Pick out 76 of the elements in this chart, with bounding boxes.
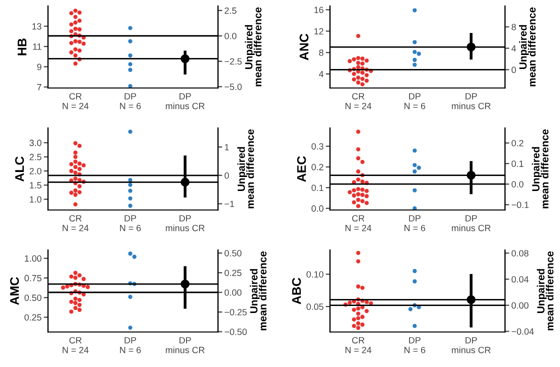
y-tick-label: 11 xyxy=(33,44,42,50)
x-tick-label: DP N = 6 xyxy=(404,93,426,110)
y-tick-label: 1.0 xyxy=(30,196,42,203)
y2-axis-title: Unpaired mean difference xyxy=(536,251,554,330)
y2-axis-title: Unpaired mean difference xyxy=(519,7,536,86)
y2-tick-label: 0.50 xyxy=(224,250,242,256)
y-tick-label: 8 xyxy=(319,50,324,56)
y-tick-label: 16 xyxy=(314,6,324,14)
y-tick-label: 0.2 xyxy=(312,164,324,170)
y2-tick-label: 1 xyxy=(224,144,229,150)
x-tick-label: DP minus CR xyxy=(452,337,491,354)
y2-tick-label: 2.5 xyxy=(224,7,236,14)
y-tick-label: 13 xyxy=(32,23,42,30)
x-tick-label: DP N = 6 xyxy=(120,337,141,354)
x-tick-label: CR N = 24 xyxy=(346,215,372,232)
y2-tick-label: −0.04 xyxy=(512,328,534,335)
y-tick-label: 0.25 xyxy=(24,314,42,321)
x-tick-label: DP N = 6 xyxy=(404,215,426,232)
y-tick-label: 2.5 xyxy=(30,154,42,160)
y2-axis-title: Unpaired mean difference xyxy=(244,7,262,86)
y2-tick-label: −0.50 xyxy=(224,328,247,336)
y-tick-label: 7 xyxy=(37,84,42,90)
y2-tick-label: 0.08 xyxy=(512,250,528,256)
y2-axis-title: Unpaired mean difference xyxy=(532,129,548,208)
y-tick-label: 0.1 xyxy=(312,184,324,191)
y-axis-title: ANC xyxy=(300,34,308,60)
y2-tick-label: 0 xyxy=(224,172,229,179)
x-tick-label: DP minus CR xyxy=(452,215,491,232)
y-tick-label: 4 xyxy=(318,70,324,78)
y-tick-label: 0.50 xyxy=(24,294,42,301)
y-axis-title: AEC xyxy=(297,156,306,182)
y2-tick-label: 0.2 xyxy=(512,140,524,146)
y2-tick-label: 0.0 xyxy=(224,32,236,40)
x-tick-label: DP minus CR xyxy=(166,93,204,110)
y2-tick-label: 4 xyxy=(511,45,516,52)
x-tick-label: DP minus CR xyxy=(452,93,491,110)
y2-tick-label: 0.0 xyxy=(512,181,524,188)
y-tick-label: 3.0 xyxy=(30,140,42,146)
x-tick-label: DP N = 6 xyxy=(404,337,426,354)
y-tick-label: 0.3 xyxy=(312,143,324,150)
y-tick-label: 0.75 xyxy=(24,274,42,282)
y2-tick-label: −1 xyxy=(224,200,234,208)
y2-axis-title: Unpaired mean difference xyxy=(237,129,254,208)
y2-tick-label: −5.0 xyxy=(224,84,242,90)
y-tick-label: 0.10 xyxy=(306,271,324,278)
y-tick-label: 9 xyxy=(37,64,42,70)
y-tick-label: 0.05 xyxy=(306,304,324,310)
x-tick-label: CR N = 24 xyxy=(62,337,89,354)
x-tick-label: CR N = 24 xyxy=(346,93,372,110)
x-tick-label: CR N = 24 xyxy=(346,337,372,354)
y2-tick-label: 0.04 xyxy=(512,276,529,283)
y-axis-title: AMC xyxy=(10,277,19,305)
y2-tick-label: 0.00 xyxy=(224,289,242,296)
x-tick-label: DP N = 6 xyxy=(120,215,141,232)
y-tick-label: 0.0 xyxy=(312,205,324,212)
y2-axis-title: Unpaired mean difference xyxy=(250,251,266,330)
y2-tick-label: 0.1 xyxy=(512,160,524,167)
y2-tick-label: −0.25 xyxy=(224,309,247,316)
y-tick-label: 1.5 xyxy=(30,182,42,188)
y-axis-title: ABC xyxy=(292,278,301,304)
y-tick-label: 2.0 xyxy=(30,168,42,174)
x-tick-label: DP minus CR xyxy=(166,337,204,354)
y2-tick-label: 8 xyxy=(512,24,516,30)
y-tick-label: 1.00 xyxy=(24,255,42,262)
y2-tick-label: −0.1 xyxy=(512,202,529,208)
y-tick-label: 12 xyxy=(314,28,324,34)
y-axis-title: HB xyxy=(18,38,26,56)
x-tick-label: DP N = 6 xyxy=(120,93,141,110)
y2-tick-label: −2.5 xyxy=(224,58,242,65)
y2-tick-label: 0.25 xyxy=(224,270,242,276)
x-tick-label: DP minus CR xyxy=(166,215,204,232)
y2-tick-label: 0.00 xyxy=(512,302,528,309)
y-axis-title: ALC xyxy=(15,156,24,182)
x-tick-label: CR N = 24 xyxy=(62,93,89,110)
x-tick-label: CR N = 24 xyxy=(62,215,89,232)
y2-tick-label: 0 xyxy=(512,66,516,74)
